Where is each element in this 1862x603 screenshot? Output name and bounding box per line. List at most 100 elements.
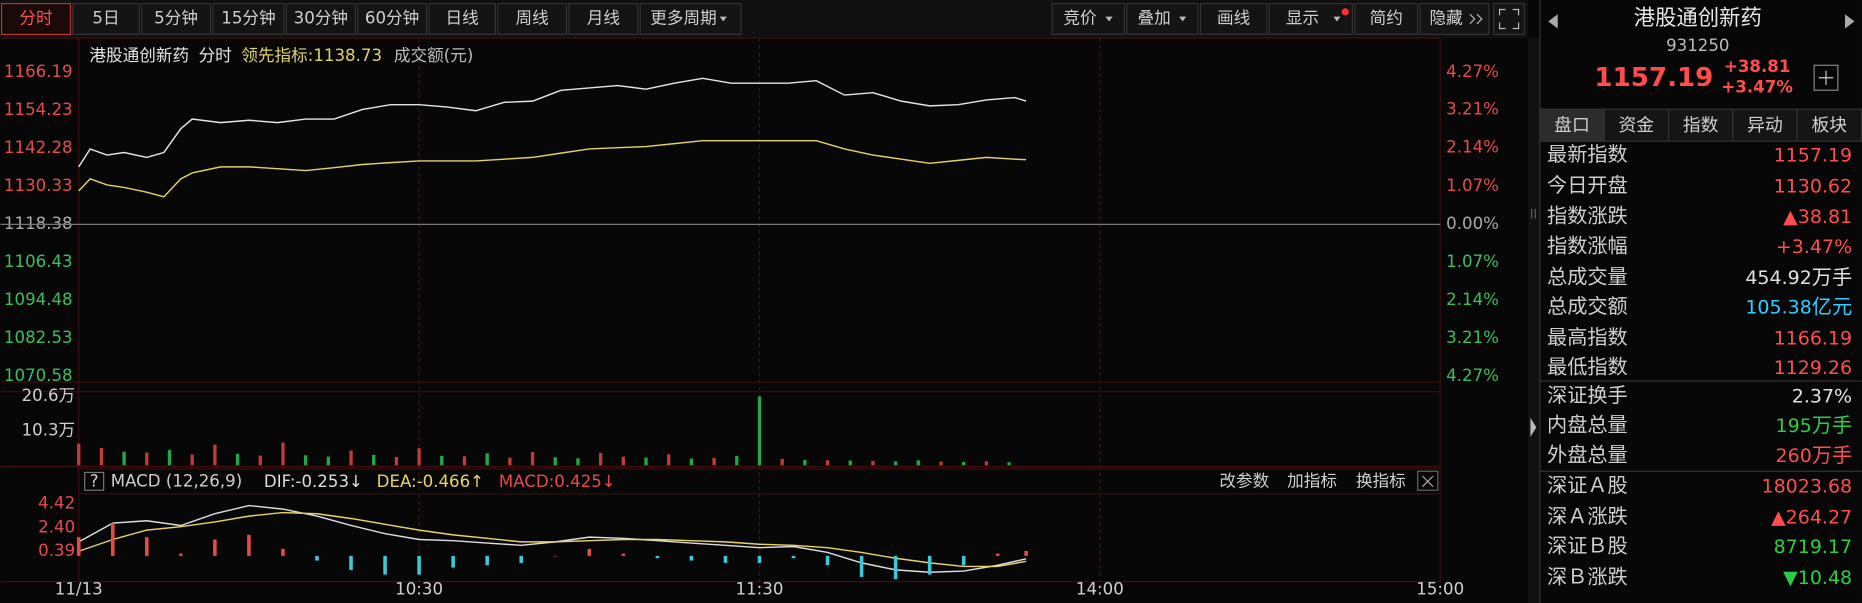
macd-bar: [757, 555, 762, 563]
row-label: 最新指数: [1547, 142, 1628, 166]
row-value: ▲38.81: [1783, 206, 1852, 228]
row-label: 深证换手: [1547, 383, 1628, 407]
close-button[interactable]: [1417, 470, 1439, 491]
panel-button[interactable]: 加指标: [1287, 471, 1337, 490]
volume-bar: [213, 444, 217, 466]
volume-bar: [689, 458, 694, 466]
x-tick-label: 15:00: [1416, 579, 1464, 598]
volume-bar: [122, 451, 126, 466]
row-number: 454.92: [1745, 266, 1811, 288]
help-button[interactable]: [84, 471, 105, 491]
period-button[interactable]: [568, 2, 639, 36]
period-button[interactable]: [357, 2, 428, 36]
panel-button[interactable]: 改参数: [1219, 471, 1269, 490]
volume-bar: [553, 457, 557, 466]
tool-button[interactable]: [1419, 2, 1490, 36]
macd-line: [78, 511, 1027, 568]
row-number: 105.38: [1745, 296, 1811, 318]
volume-bar: [485, 453, 489, 466]
dropdown-arrow: [1105, 16, 1113, 22]
row-value: 454.92万手: [1745, 264, 1852, 288]
y2-tick-label: 3.21%: [1446, 328, 1499, 347]
row-value: 2.37%: [1792, 385, 1852, 407]
next-arrow[interactable]: [1844, 14, 1855, 29]
quote-change-pct: +3.47%: [1721, 77, 1793, 96]
period-button[interactable]: [72, 2, 140, 36]
macd-bar: [859, 555, 864, 577]
period-label: 5分钟: [154, 8, 198, 27]
macd-bar: [179, 553, 183, 556]
legend-part: 港股通创新药: [89, 45, 189, 64]
dropdown-arrow: [719, 16, 727, 22]
volume-bar: [757, 396, 762, 466]
legend-part: DEA:: [377, 471, 417, 490]
tool-label: 简约: [1370, 8, 1403, 27]
macd-bar: [247, 534, 251, 556]
tab-label: 资金: [1619, 115, 1655, 136]
volume-bar: [462, 456, 467, 466]
macd-bar: [723, 555, 728, 563]
tool-button[interactable]: [1354, 2, 1419, 36]
macd-bar: [417, 555, 421, 575]
row-label: 今日开盘: [1547, 173, 1628, 197]
fullscreen-icon: [1498, 8, 1520, 30]
period-button[interactable]: [285, 2, 356, 36]
notice-dot: [1341, 8, 1349, 16]
tab[interactable]: [1796, 108, 1862, 142]
row-number: 1157.19: [1774, 144, 1853, 166]
panel-button[interactable]: 换指标: [1356, 471, 1406, 490]
row-value: 1157.19: [1774, 144, 1853, 166]
period-button[interactable]: [0, 2, 72, 36]
period-button[interactable]: [141, 2, 212, 36]
macd-bar: [689, 555, 694, 561]
quote-name: 港股通创新药: [1634, 6, 1762, 31]
y-tick-label: 1070.58: [4, 366, 73, 385]
x-tick-label: 14:00: [1076, 579, 1124, 598]
tab-label: 异动: [1747, 115, 1783, 136]
tab[interactable]: [1539, 108, 1605, 142]
macd-bar: [451, 555, 455, 568]
tool-label: 隐藏: [1430, 8, 1464, 27]
volume-bar: [99, 447, 104, 466]
volume-bar: [77, 443, 81, 466]
legend-part: ↓: [602, 471, 616, 490]
volume-bar: [508, 457, 512, 466]
legend-part: ↓: [349, 471, 363, 490]
tool-button[interactable]: [1126, 2, 1199, 36]
tab[interactable]: [1732, 108, 1798, 142]
period-label: 周线: [516, 8, 549, 27]
add-icon: [1818, 70, 1834, 85]
volume-bar: [281, 442, 285, 466]
volume-bar: [598, 452, 603, 466]
period-button[interactable]: [212, 2, 285, 36]
volume-bar: [644, 457, 648, 466]
volume-bar: [916, 460, 920, 466]
macd-bar: [349, 555, 353, 570]
y-tick-label: 10.3万: [22, 420, 76, 439]
expand-arrow[interactable]: [1530, 417, 1537, 437]
volume-bar: [394, 456, 399, 466]
macd-bar: [76, 537, 81, 556]
period-button[interactable]: [428, 2, 496, 36]
y-tick-label: 20.6万: [22, 386, 76, 405]
period-button[interactable]: [497, 2, 568, 36]
period-label: 日线: [446, 8, 479, 27]
volume-bar: [712, 457, 716, 466]
volume-bar: [667, 454, 671, 466]
x-tick-label: 11/13: [55, 579, 103, 598]
add-button[interactable]: [1813, 64, 1839, 91]
fullscreen-button[interactable]: [1493, 2, 1526, 36]
tool-button[interactable]: [1199, 2, 1268, 36]
row-label: 最低指数: [1547, 354, 1628, 378]
prev-arrow[interactable]: [1548, 14, 1558, 29]
y-tick-label: 1130.33: [4, 176, 73, 195]
price-line: [78, 77, 1027, 168]
scroll-grip: [1531, 208, 1536, 219]
tool-button[interactable]: [1051, 2, 1126, 36]
row-label: 深Ａ涨跌: [1547, 504, 1628, 528]
x-tick-label: 11:30: [736, 579, 784, 598]
macd-bar: [587, 548, 592, 556]
volume-bar: [145, 452, 149, 466]
quote-code: 931250: [1666, 36, 1729, 55]
